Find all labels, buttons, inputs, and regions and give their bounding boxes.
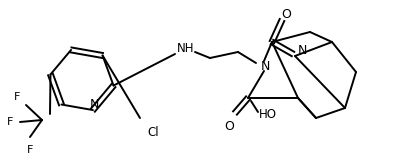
Text: O: O: [224, 120, 234, 132]
Text: N: N: [89, 98, 98, 111]
Text: F: F: [27, 145, 33, 155]
Text: Cl: Cl: [147, 126, 159, 139]
Text: F: F: [7, 117, 13, 127]
Text: NH: NH: [177, 42, 195, 55]
Text: O: O: [281, 7, 291, 20]
Text: N: N: [297, 43, 307, 56]
Text: N: N: [260, 60, 269, 74]
Text: F: F: [14, 92, 20, 102]
Text: HO: HO: [259, 109, 277, 122]
